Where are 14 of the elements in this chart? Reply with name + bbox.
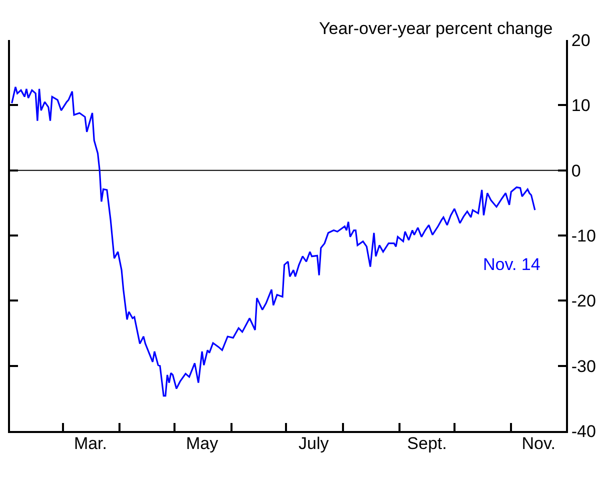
x-tick-label: Nov. [522, 434, 556, 453]
x-tick-label: July [298, 434, 330, 453]
y-axis-title: Year-over-year percent change [319, 19, 553, 38]
y-tick-label: 20 [571, 30, 590, 50]
y-tick-label: -20 [571, 292, 596, 311]
y-tick-label: -10 [571, 226, 596, 246]
y-tick-label: -40 [571, 422, 596, 441]
x-tick-label: May [186, 434, 219, 453]
annotation: Nov. 14 [483, 255, 540, 274]
y-tick-label: 0 [571, 161, 581, 180]
y-tick-label: -30 [571, 356, 596, 376]
x-tick-label: Mar. [74, 434, 107, 453]
y-tick-label: 10 [571, 96, 590, 116]
x-tick-label: Sept. [407, 434, 447, 453]
